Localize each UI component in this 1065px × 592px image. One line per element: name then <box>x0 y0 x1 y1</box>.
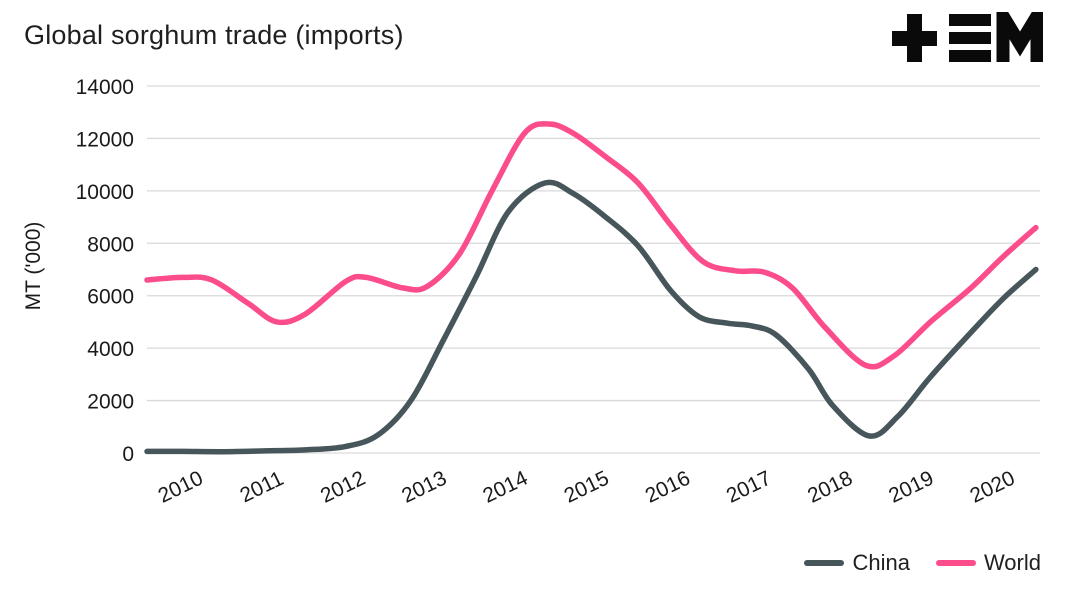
legend-label-world: World <box>983 550 1041 575</box>
series-line-china <box>144 179 1039 455</box>
x-tick-label: 2020 <box>966 467 1018 508</box>
legend-label-china: China <box>852 550 910 575</box>
y-axis-label: MT ('000) <box>22 222 45 311</box>
legend-item-world: World <box>935 550 1041 576</box>
y-tick-label: 2000 <box>87 391 134 414</box>
x-axis-tick-labels: 2010 2011 2012 2013 2014 2015 2016 2017 2018 2019… <box>155 466 1019 507</box>
tem-logo <box>891 0 1044 69</box>
legend-item-china: China <box>804 550 910 576</box>
chart-title: Global sorghum trade (imports) <box>24 20 404 50</box>
y-tick-label: 10000 <box>76 181 134 204</box>
x-tick-label: 2012 <box>317 467 369 508</box>
x-tick-label: 2019 <box>885 467 937 508</box>
y-axis-tick-labels: 0 2000 4000 6000 8000 10000 12000 14000 <box>76 76 134 466</box>
x-tick-label: 2016 <box>642 467 694 508</box>
x-tick-label: 2014 <box>479 466 531 507</box>
gridlines <box>147 85 1040 454</box>
x-tick-label: 2017 <box>723 467 775 508</box>
x-tick-label: 2018 <box>804 467 856 508</box>
legend: China World <box>804 550 1041 576</box>
series-lines <box>144 121 1039 455</box>
x-tick-label: 2010 <box>155 467 207 508</box>
y-tick-label: 0 <box>122 443 134 466</box>
series-line-world <box>144 121 1039 370</box>
y-tick-label: 4000 <box>87 338 134 361</box>
x-tick-label: 2015 <box>561 467 613 508</box>
x-tick-label: 2013 <box>398 467 450 508</box>
legend-swatch-china <box>804 560 845 566</box>
y-tick-label: 8000 <box>87 233 134 256</box>
x-tick-label: 2011 <box>237 467 288 507</box>
y-tick-label: 12000 <box>76 128 134 151</box>
y-tick-label: 14000 <box>76 76 134 99</box>
legend-swatch-world <box>935 560 976 566</box>
tem-logo-icon <box>892 0 1044 62</box>
y-tick-label: 6000 <box>87 286 134 309</box>
